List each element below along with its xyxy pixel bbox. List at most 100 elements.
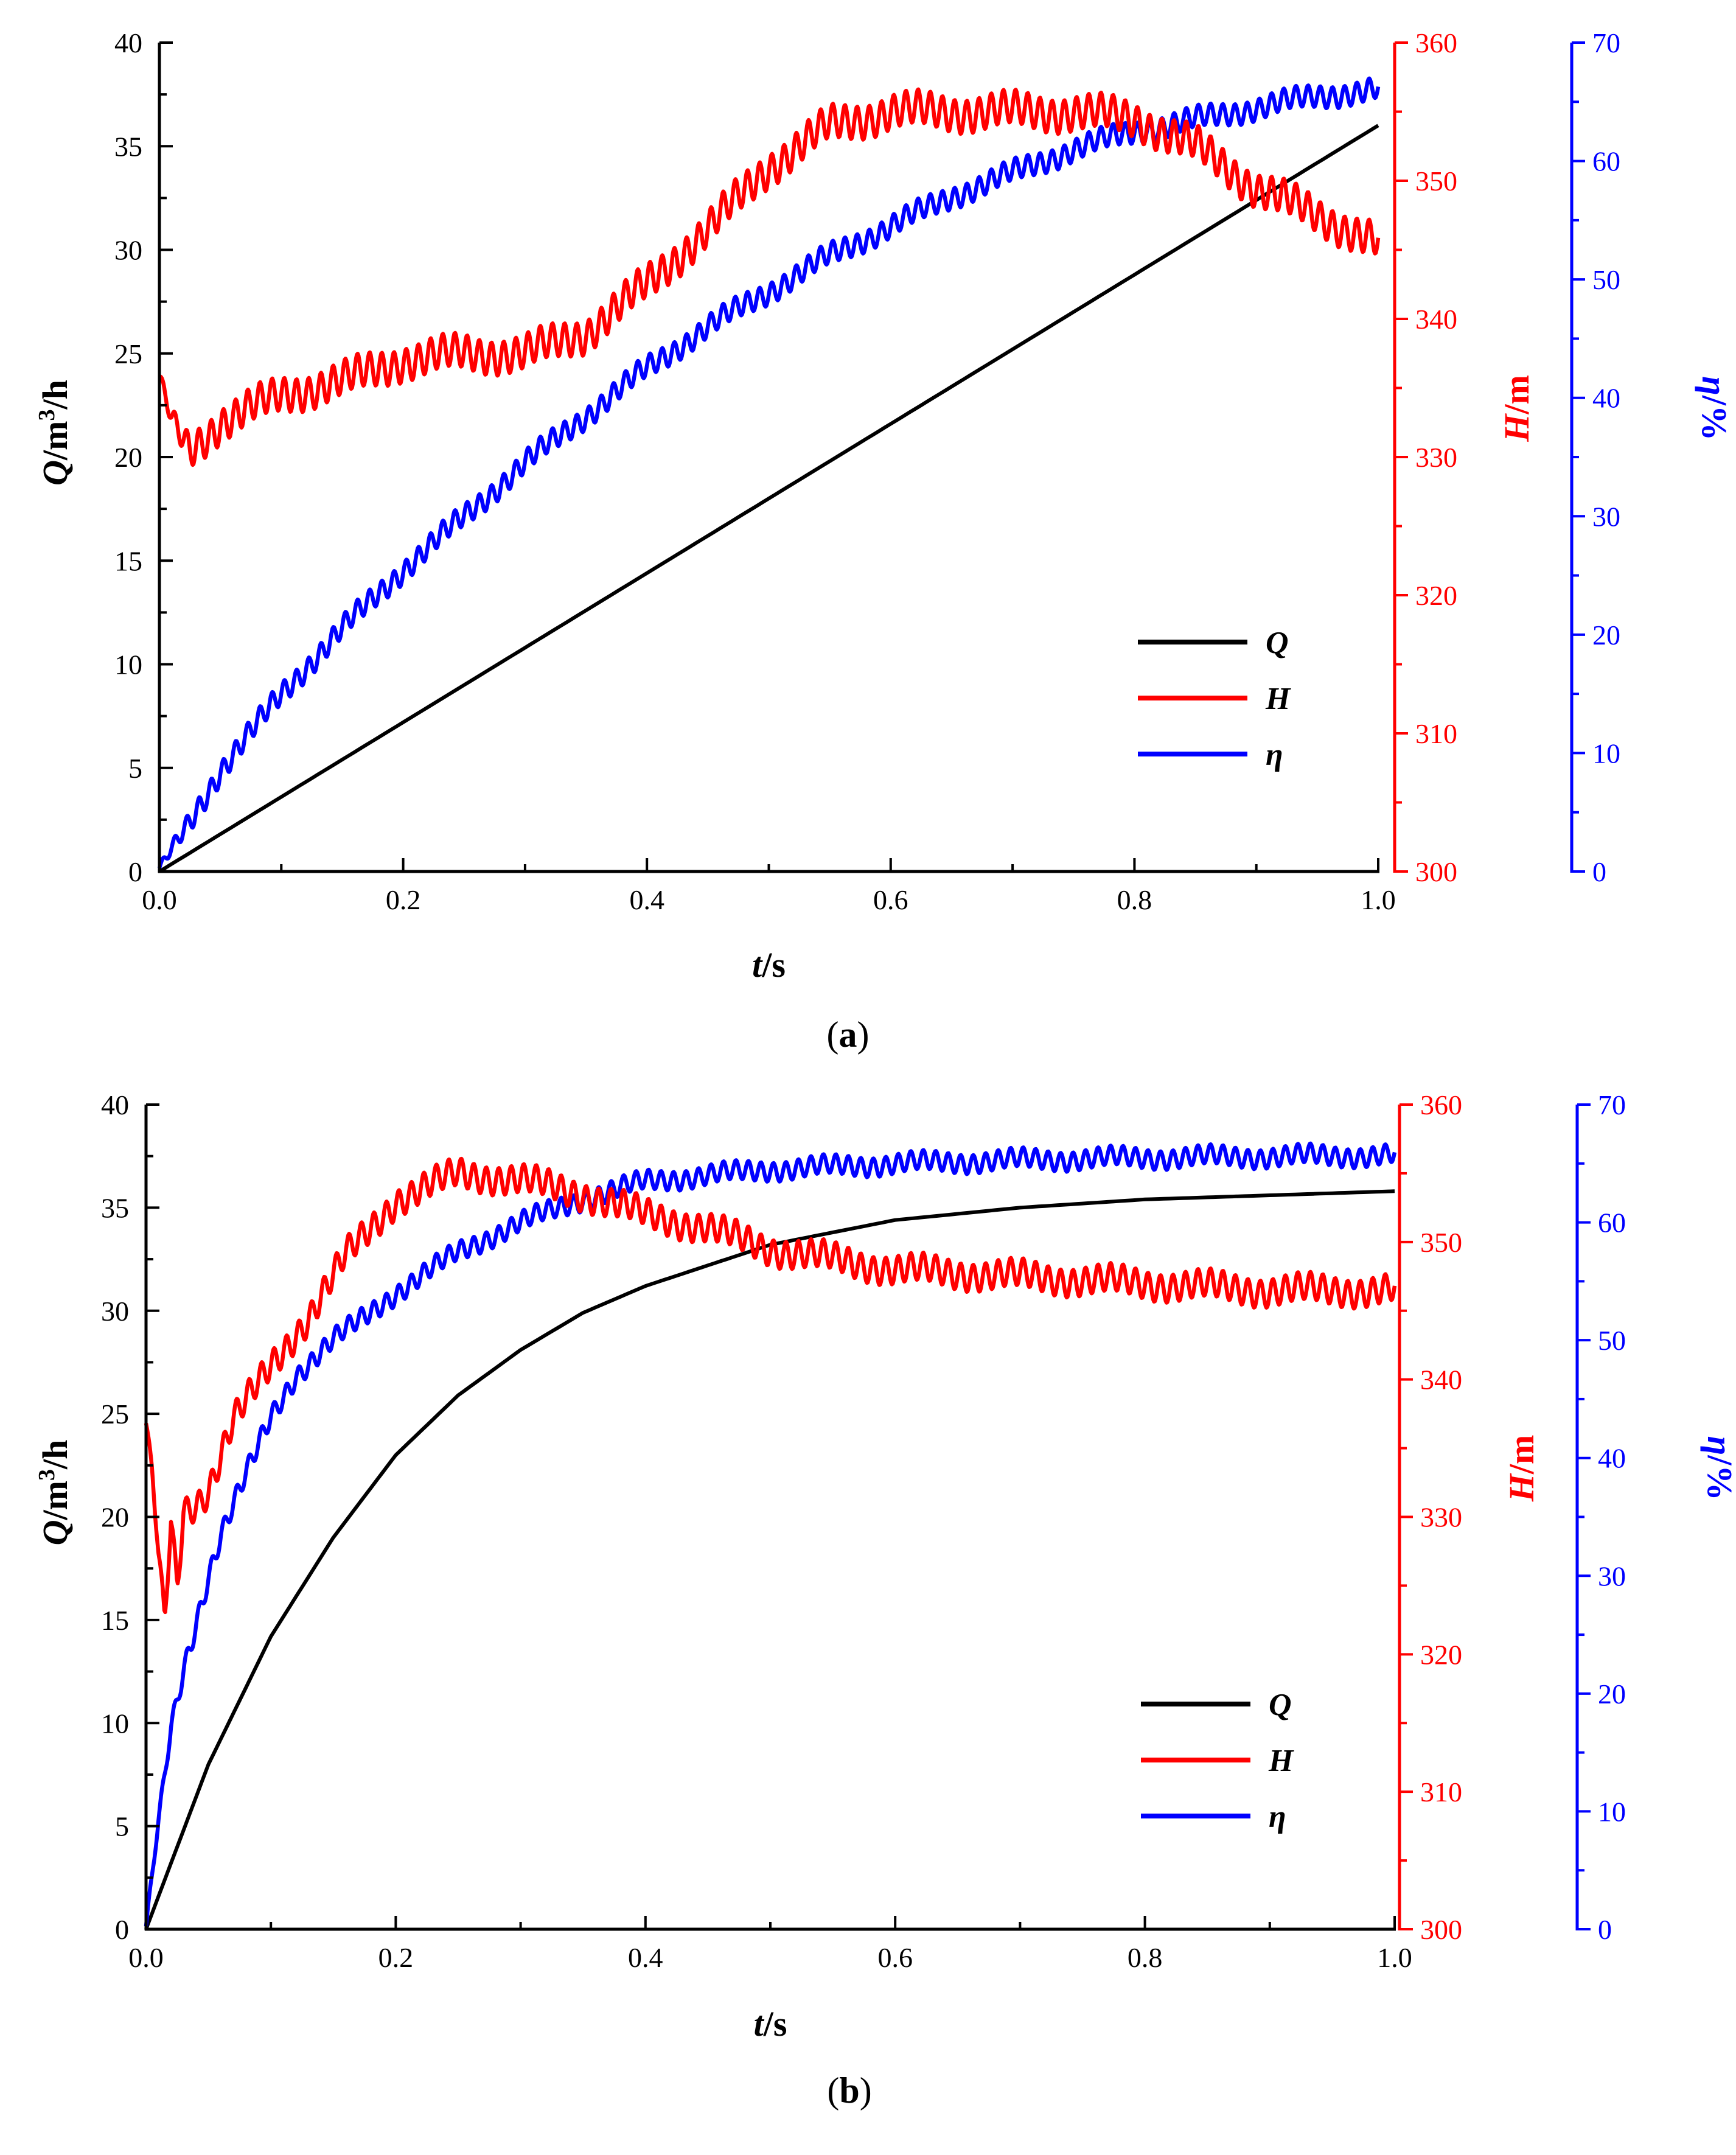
- y-mid-title-unit: /m: [1497, 375, 1536, 414]
- x-title: t/s: [752, 945, 786, 985]
- y-mid-tick-label: 330: [1415, 442, 1457, 473]
- x-tick-label: 0.8: [1128, 1942, 1163, 1973]
- legend-label: η: [1266, 738, 1283, 772]
- y-mid-tick-label: 320: [1420, 1639, 1462, 1670]
- x-tick-label: 0.0: [142, 884, 177, 915]
- y-left-title-symbol: Q: [35, 460, 75, 486]
- y-mid-title-symbol: H: [1502, 1473, 1541, 1502]
- legend-label: Q: [1269, 1688, 1292, 1722]
- y-left-tick-label: 10: [101, 1708, 129, 1739]
- y-mid-tick-label: 340: [1420, 1364, 1462, 1395]
- x-title-unit: /s: [763, 2004, 787, 2044]
- y-left-tick-label: 5: [115, 1811, 129, 1842]
- y-mid-tick-label: 350: [1420, 1227, 1462, 1258]
- x-tick-label: 0.6: [877, 1942, 913, 1973]
- x-title-symbol: t: [754, 2004, 765, 2044]
- y-left-tick-label: 15: [114, 545, 142, 576]
- y-left-title-superscript: 3: [34, 410, 60, 421]
- caption-close: ): [857, 1015, 870, 1055]
- y-right-tick-label: 20: [1598, 1678, 1626, 1710]
- y-left-title-unit-tail: /h: [35, 380, 75, 410]
- x-tick-label: 0.2: [386, 884, 421, 915]
- y-right-tick-label: 10: [1592, 738, 1620, 769]
- y-left-tick-label: 40: [114, 27, 142, 58]
- y-right-title: η/%: [1700, 1436, 1736, 1501]
- y-right-tick-label: 70: [1598, 1089, 1626, 1120]
- y-left-tick-label: 35: [101, 1192, 129, 1223]
- y-left-title-superscript: 3: [34, 1469, 60, 1481]
- x-title: t/s: [754, 2004, 787, 2044]
- y-right-tick-label: 40: [1598, 1443, 1626, 1474]
- y-mid-title: H/m: [1502, 1435, 1541, 1503]
- panel-caption: (b): [827, 2070, 871, 2111]
- y-mid-title: H/m: [1497, 375, 1536, 442]
- legend: QHη: [1138, 626, 1291, 772]
- y-right-title-symbol: η: [1700, 1436, 1736, 1456]
- x-tick-label: 0.4: [629, 884, 664, 915]
- x-tick-label: 0.2: [378, 1942, 414, 1973]
- y-right-tick-label: 0: [1598, 1914, 1612, 1945]
- y-mid-tick-label: 350: [1415, 166, 1457, 197]
- series-line-H: [144, 1156, 1397, 1615]
- series-line-eta: [144, 1141, 1397, 1927]
- y-left-tick-label: 25: [101, 1399, 129, 1430]
- y-mid-tick-label: 320: [1415, 580, 1457, 611]
- y-right-tick-label: 40: [1592, 383, 1620, 414]
- y-right-tick-label: 20: [1592, 620, 1620, 651]
- y-mid-tick-label: 300: [1415, 856, 1457, 887]
- y-mid-tick-label: 360: [1415, 27, 1457, 58]
- y-left-tick-label: 20: [101, 1502, 129, 1533]
- series-line-Q: [158, 124, 1379, 873]
- y-right-title: η/%: [1695, 376, 1734, 441]
- series-line-eta: [157, 76, 1381, 869]
- y-right-title-unit: /%: [1695, 395, 1734, 441]
- y-left-tick-label: 15: [101, 1605, 129, 1636]
- caption-letter: b: [839, 2070, 859, 2111]
- y-mid-tick-label: 360: [1420, 1089, 1462, 1120]
- x-tick-label: 0.0: [128, 1942, 164, 1973]
- y-right-title-symbol: η: [1695, 376, 1734, 396]
- y-right-tick-label: 10: [1598, 1796, 1626, 1827]
- y-left-tick-label: 0: [115, 1914, 129, 1945]
- x-title-unit: /s: [761, 945, 786, 985]
- caption-open: (: [827, 1015, 839, 1055]
- y-right-tick-label: 30: [1592, 501, 1620, 532]
- y-right-tick-label: 50: [1598, 1325, 1626, 1356]
- y-left-title: Q/m3/h: [34, 1440, 75, 1546]
- y-left-title-unit: /m: [35, 421, 75, 461]
- series-line-Q: [144, 1189, 1395, 1930]
- y-left-tick-label: 25: [114, 338, 142, 369]
- y-mid-title-unit: /m: [1502, 1435, 1541, 1475]
- y-right-tick-label: 70: [1592, 27, 1620, 58]
- y-right-tick-label: 0: [1592, 856, 1606, 887]
- caption-open: (: [827, 2070, 839, 2111]
- panel-caption: (a): [827, 1015, 870, 1055]
- y-right-tick-label: 60: [1598, 1207, 1626, 1238]
- legend-label: H: [1265, 682, 1291, 716]
- legend-label: Q: [1266, 626, 1289, 660]
- y-mid-tick-label: 310: [1415, 718, 1457, 749]
- y-left-tick-label: 30: [114, 235, 142, 266]
- y-right-title-unit: /%: [1700, 1455, 1736, 1500]
- legend-label: H: [1268, 1744, 1294, 1778]
- y-mid-tick-label: 310: [1420, 1776, 1462, 1807]
- caption-letter: a: [839, 1015, 857, 1055]
- y-mid-tick-label: 340: [1415, 304, 1457, 335]
- y-left-title: Q/m3/h: [34, 380, 75, 486]
- y-left-title-unit: /m: [35, 1481, 75, 1520]
- caption-close: ): [860, 2070, 872, 2111]
- x-tick-label: 1.0: [1361, 884, 1396, 915]
- y-left-tick-label: 40: [101, 1089, 129, 1120]
- y-left-tick-label: 30: [101, 1296, 129, 1327]
- y-left-title-symbol: Q: [35, 1520, 75, 1545]
- y-left-tick-label: 20: [114, 442, 142, 473]
- y-mid-tick-label: 300: [1420, 1914, 1462, 1945]
- y-left-tick-label: 35: [114, 131, 142, 162]
- x-tick-label: 1.0: [1377, 1942, 1412, 1973]
- legend-label: η: [1269, 1800, 1286, 1834]
- x-tick-label: 0.6: [873, 884, 908, 915]
- y-right-tick-label: 60: [1592, 146, 1620, 177]
- y-left-tick-label: 10: [114, 649, 142, 680]
- y-left-tick-label: 0: [128, 856, 142, 887]
